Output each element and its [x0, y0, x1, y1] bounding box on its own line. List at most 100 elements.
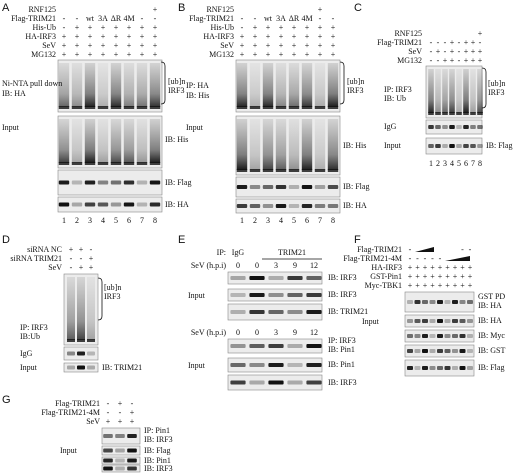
blot-smear	[301, 63, 313, 107]
treatment-sign: -	[458, 38, 461, 47]
blot-band	[230, 363, 246, 367]
blot-band	[275, 106, 287, 109]
blot-band	[459, 366, 466, 370]
blot-smear	[463, 69, 469, 113]
treatment-sign: +	[408, 272, 413, 281]
blot-band	[306, 380, 322, 385]
blot-band	[127, 434, 137, 438]
blot	[101, 427, 141, 445]
blot-band	[110, 162, 122, 165]
treatment-sign: -	[107, 408, 110, 417]
blot-band	[437, 300, 443, 304]
blot-band	[127, 458, 137, 463]
treatment-sign: +	[331, 23, 336, 32]
row-label: MG132	[397, 56, 422, 65]
treatment-sign: +	[279, 41, 284, 50]
blot-band	[442, 112, 448, 115]
treatment-sign: -	[63, 14, 66, 23]
blot-band	[123, 162, 135, 165]
blot-band	[230, 293, 246, 297]
blot-band	[262, 106, 274, 109]
blot-band	[87, 351, 95, 356]
blot-band	[87, 339, 95, 342]
treatment-sign: +	[468, 263, 473, 272]
blot-band	[437, 366, 443, 370]
blot-label: IP: IRF3	[384, 85, 412, 94]
blot-smear	[470, 69, 476, 113]
treatment-sign: +	[464, 38, 469, 47]
blot-band	[84, 162, 96, 165]
blot-band	[58, 202, 70, 207]
treatment-sign: +	[438, 281, 443, 290]
treatment-sign: -	[332, 14, 335, 23]
blot-band	[249, 293, 265, 297]
treatment-sign: -	[409, 254, 412, 263]
treatment-sign: -	[469, 245, 472, 254]
treatment-sign: +	[153, 5, 158, 14]
blot-band	[275, 169, 287, 172]
blot-band	[236, 204, 248, 208]
treatment-sign: +	[62, 32, 67, 41]
treatment-sign: +	[305, 50, 310, 59]
row-label: SeV	[42, 41, 56, 50]
blot-smear	[262, 119, 274, 170]
blot-label: Input	[362, 317, 380, 326]
treatment-sign: +	[331, 41, 336, 50]
treatment-sign: -	[254, 14, 257, 23]
blot-smear	[327, 119, 339, 170]
blot-smear	[314, 63, 326, 107]
treatment-sign: IgG	[232, 248, 245, 257]
treatment-sign: +	[127, 50, 132, 59]
treatment-sign: -	[70, 254, 73, 263]
treatment-sign: -	[430, 56, 433, 65]
treatment-sign: 3A	[276, 14, 286, 23]
blot	[227, 271, 323, 285]
lane-number: 8	[478, 159, 482, 168]
blot	[57, 196, 163, 213]
blot-label: Input	[384, 141, 402, 150]
blot-smear	[71, 63, 83, 107]
blot-smear	[236, 119, 248, 170]
blot-band	[470, 125, 476, 129]
blot-label: IB: Myc	[478, 331, 505, 340]
treatment-sign: -	[437, 56, 440, 65]
row-label: IP:	[217, 248, 226, 257]
row-label: Myc-TBK1	[365, 281, 402, 290]
blot-band	[452, 349, 458, 353]
blot-band	[435, 144, 441, 148]
blot-smear	[136, 119, 148, 163]
treatment-sign: +	[69, 245, 74, 254]
treatment-sign: +	[453, 263, 458, 272]
blot-band	[452, 366, 458, 370]
blot-band	[327, 106, 339, 109]
blot	[227, 288, 323, 302]
treatment-sign: -	[131, 399, 134, 408]
blot-band	[437, 334, 443, 338]
blot-band	[456, 112, 462, 115]
lane-number: 8	[331, 216, 335, 225]
blot-band	[77, 365, 85, 370]
blot-label: IB: His	[343, 141, 366, 150]
blot-label: IRF3	[168, 86, 184, 95]
blot-label: IB: Ub	[384, 94, 406, 103]
treatment-sign: +	[478, 47, 483, 56]
row-label: RNF125	[28, 5, 56, 14]
blot-band	[268, 293, 284, 297]
blot-label: IB: TRIM21	[102, 363, 142, 372]
treatment-sign: +	[240, 50, 245, 59]
blot-label: Input	[188, 361, 206, 370]
blot-band	[97, 202, 109, 207]
treatment-sign: -	[458, 56, 461, 65]
treatment-sign: -	[416, 254, 419, 263]
treatment-sign: +	[471, 47, 476, 56]
blot-smear	[123, 119, 135, 163]
blot-band	[268, 363, 284, 367]
blot-band	[287, 310, 303, 314]
row-label: SeV (h.p.i)	[191, 328, 227, 337]
treatment-sign: +	[478, 29, 483, 38]
blot-band	[127, 448, 137, 453]
blot-band	[249, 344, 265, 348]
blot-smear	[58, 63, 70, 107]
treatment-sign: -	[154, 14, 157, 23]
blot-band	[123, 106, 135, 109]
